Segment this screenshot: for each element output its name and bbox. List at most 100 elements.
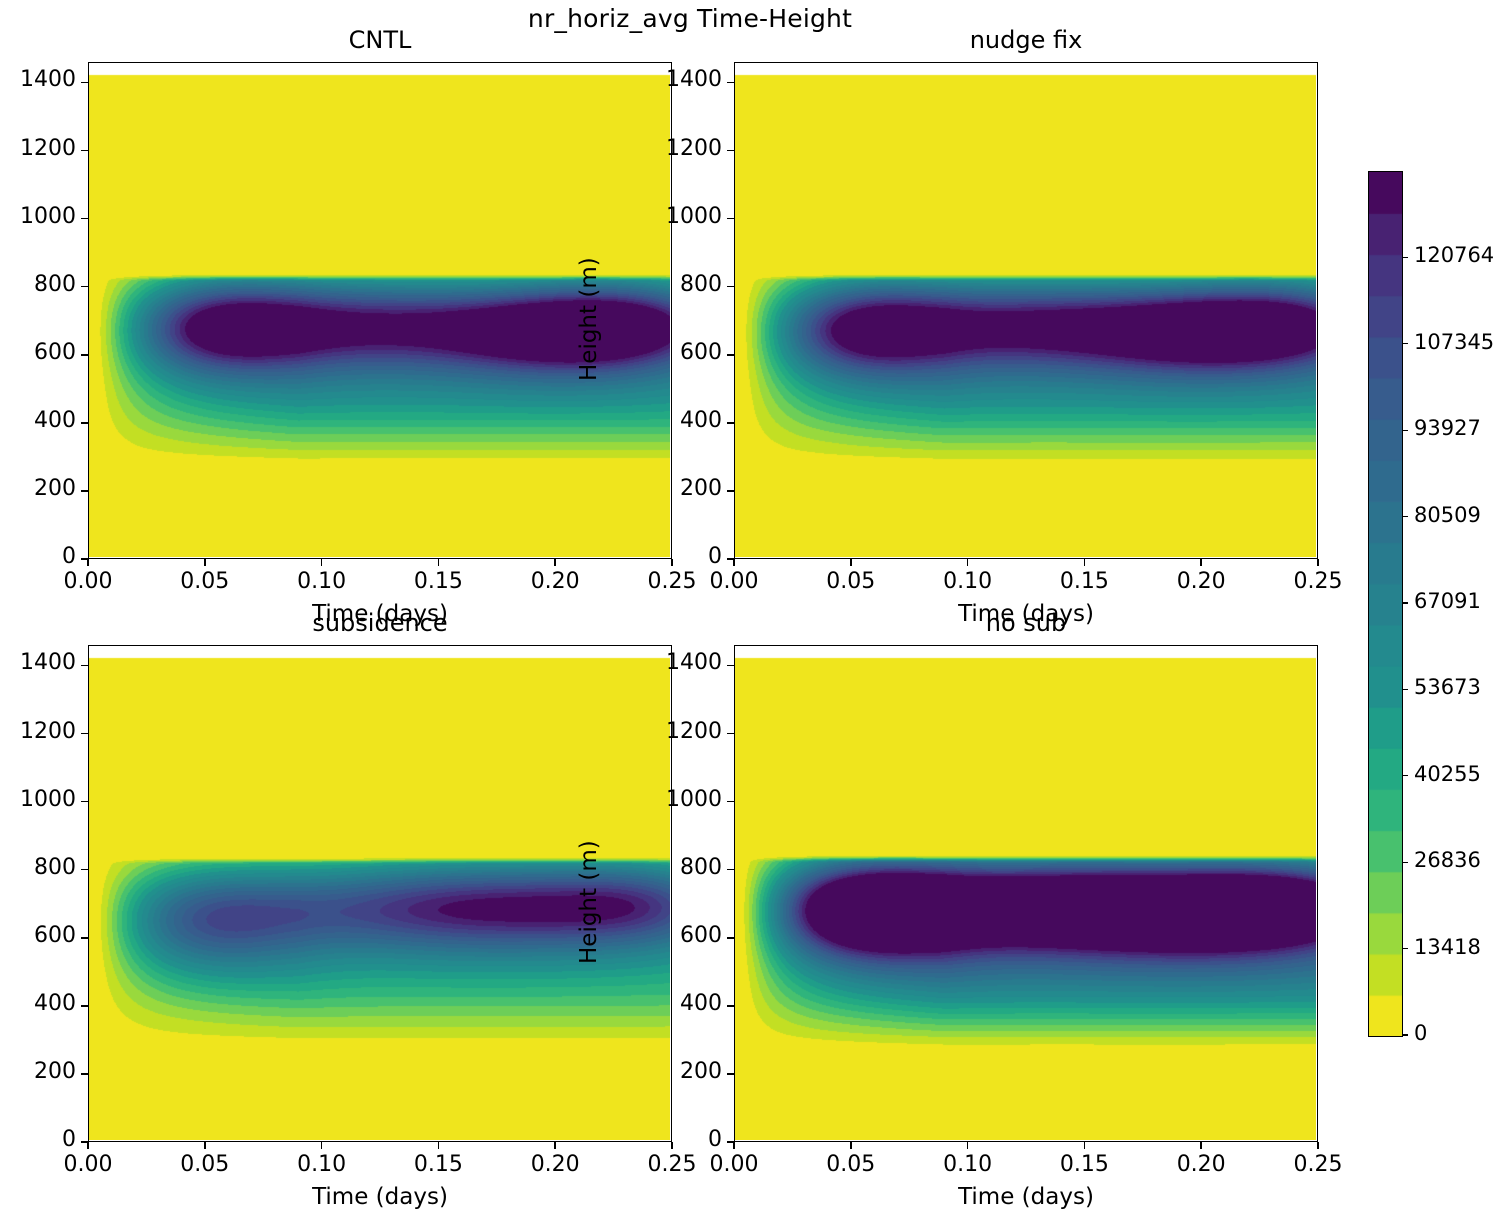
ytick-mark <box>81 732 88 735</box>
xtick-mark <box>87 559 89 566</box>
subplot-title-nudge_fix: nudge fix <box>969 26 1083 54</box>
xtick-mark <box>850 1142 852 1149</box>
ytick-label: 1400 <box>20 650 76 676</box>
ytick-label: 1000 <box>666 203 722 229</box>
xaxis-label-no_sub: Time (days) <box>958 1184 1094 1210</box>
xtick-label: 0.25 <box>647 569 697 594</box>
contour-field-no_sub <box>735 646 1316 1140</box>
colorbar-tick-label: 107345 <box>1414 329 1495 354</box>
colorbar-tick-mark <box>1402 861 1408 863</box>
ytick-mark <box>727 81 734 84</box>
ytick-mark <box>727 490 734 492</box>
xaxis-label-nudge_fix: Time (days) <box>958 601 1094 627</box>
subplot-title-cntl: CNTL <box>348 26 412 54</box>
xtick-label: 0.05 <box>826 569 876 594</box>
xtick-mark <box>966 559 969 566</box>
xtick-label: 0.10 <box>943 569 993 594</box>
contour-field-cntl <box>89 63 670 557</box>
ytick-mark <box>81 936 88 939</box>
ytick-label: 1400 <box>20 67 76 93</box>
ytick-label: 400 <box>680 990 722 1016</box>
ytick-mark <box>727 1073 734 1075</box>
xtick-mark <box>1200 1142 1202 1149</box>
ytick-mark <box>81 490 88 492</box>
xtick-mark <box>204 1142 206 1149</box>
xtick-mark <box>1200 559 1202 566</box>
ytick-mark <box>81 285 88 288</box>
ytick-label: 800 <box>34 854 76 880</box>
xtick-label: 0.20 <box>530 569 580 594</box>
xtick-mark <box>1083 559 1086 566</box>
subplot-cntl: CNTL 0 200 400 600 800 1000 1200 1400 0.00 0.05 0.1… <box>20 26 696 627</box>
xtick-label: 0.20 <box>1176 569 1226 594</box>
xtick-label: 0.20 <box>530 1152 580 1177</box>
ytick-label: 1200 <box>666 135 722 161</box>
xtick-mark <box>437 559 440 566</box>
subplot-title-no_sub: no sub <box>985 609 1067 637</box>
subplot-nudge_fix: nudge fix 0 200 400 600 800 1000 1200 1400 0.00 0.… <box>576 26 1342 627</box>
ytick-label: 800 <box>680 854 722 880</box>
colorbar-tick-label: 80509 <box>1414 502 1481 527</box>
ytick-label: 1200 <box>666 718 722 744</box>
ytick-label: 1000 <box>666 786 722 812</box>
ytick-label: 200 <box>34 475 76 501</box>
ytick-label: 1400 <box>666 67 722 93</box>
ytick-mark <box>727 285 734 288</box>
colorbar-tick-mark <box>1402 343 1408 345</box>
colorbar-tick-label: 53673 <box>1414 675 1481 700</box>
xtick-mark <box>204 559 206 566</box>
xtick-mark <box>966 1142 969 1149</box>
ytick-label: 0 <box>708 1127 722 1152</box>
xtick-mark <box>554 559 556 566</box>
ytick-mark <box>81 1005 88 1007</box>
xtick-mark <box>1083 1142 1086 1149</box>
xtick-label: 0.20 <box>1176 1152 1226 1177</box>
ytick-mark <box>81 558 88 560</box>
ytick-mark <box>727 1005 734 1007</box>
ytick-mark <box>727 149 734 152</box>
ytick-label: 1400 <box>666 650 722 676</box>
colorbar-gradient <box>1368 171 1403 1037</box>
xaxis-label-subsidence: Time (days) <box>312 1184 448 1210</box>
ytick-label: 400 <box>34 990 76 1016</box>
ytick-mark <box>727 558 734 560</box>
ytick-label: 0 <box>708 544 722 569</box>
ytick-mark <box>81 422 88 424</box>
colorbar-tick-label: 26836 <box>1414 848 1481 873</box>
ytick-label: 200 <box>34 1058 76 1084</box>
colorbar-tick-mark <box>1402 515 1408 518</box>
ytick-mark <box>81 217 88 220</box>
ytick-label: 600 <box>34 339 76 365</box>
xtick-label: 0.05 <box>180 1152 230 1177</box>
colorbar-tick-label: 40255 <box>1414 761 1481 786</box>
colorbar-tick-mark <box>1402 429 1408 431</box>
ytick-mark <box>727 217 734 220</box>
subplot-title-subsidence: subsidence <box>312 609 448 637</box>
ytick-label: 400 <box>34 407 76 433</box>
ytick-mark <box>727 422 734 424</box>
xtick-label: 0.00 <box>63 569 113 594</box>
colorbar-tick-label: 120764 <box>1414 243 1495 268</box>
xtick-mark <box>87 1142 89 1149</box>
colorbar-tick-label: 93927 <box>1414 416 1481 441</box>
ytick-label: 0 <box>62 544 76 569</box>
colorbar-tick-mark <box>1402 256 1408 259</box>
xtick-mark <box>733 559 735 566</box>
ytick-label: 600 <box>34 922 76 948</box>
plot-area-nudge_fix <box>734 62 1318 559</box>
colorbar-group: 0 13418 26836 40255 53673 67091 80509 93927 1073… <box>1368 171 1494 1045</box>
subplot-no_sub: no sub 0 200 400 600 800 1000 1200 1400 0.00 0.05 0… <box>576 609 1342 1210</box>
xtick-mark <box>437 1142 440 1149</box>
colorbar-tick-mark <box>1402 947 1408 950</box>
colorbar-tick-label: 13418 <box>1414 934 1481 959</box>
ytick-label: 200 <box>680 475 722 501</box>
plot-area-no_sub <box>734 645 1318 1142</box>
ytick-mark <box>81 868 88 871</box>
colorbar-tick-label: 0 <box>1414 1021 1428 1045</box>
ytick-label: 0 <box>62 1127 76 1152</box>
plot-area-cntl <box>88 62 672 559</box>
xaxis-label-cntl: Time (days) <box>312 601 448 627</box>
ytick-mark <box>81 800 88 803</box>
xtick-mark <box>320 1142 323 1149</box>
